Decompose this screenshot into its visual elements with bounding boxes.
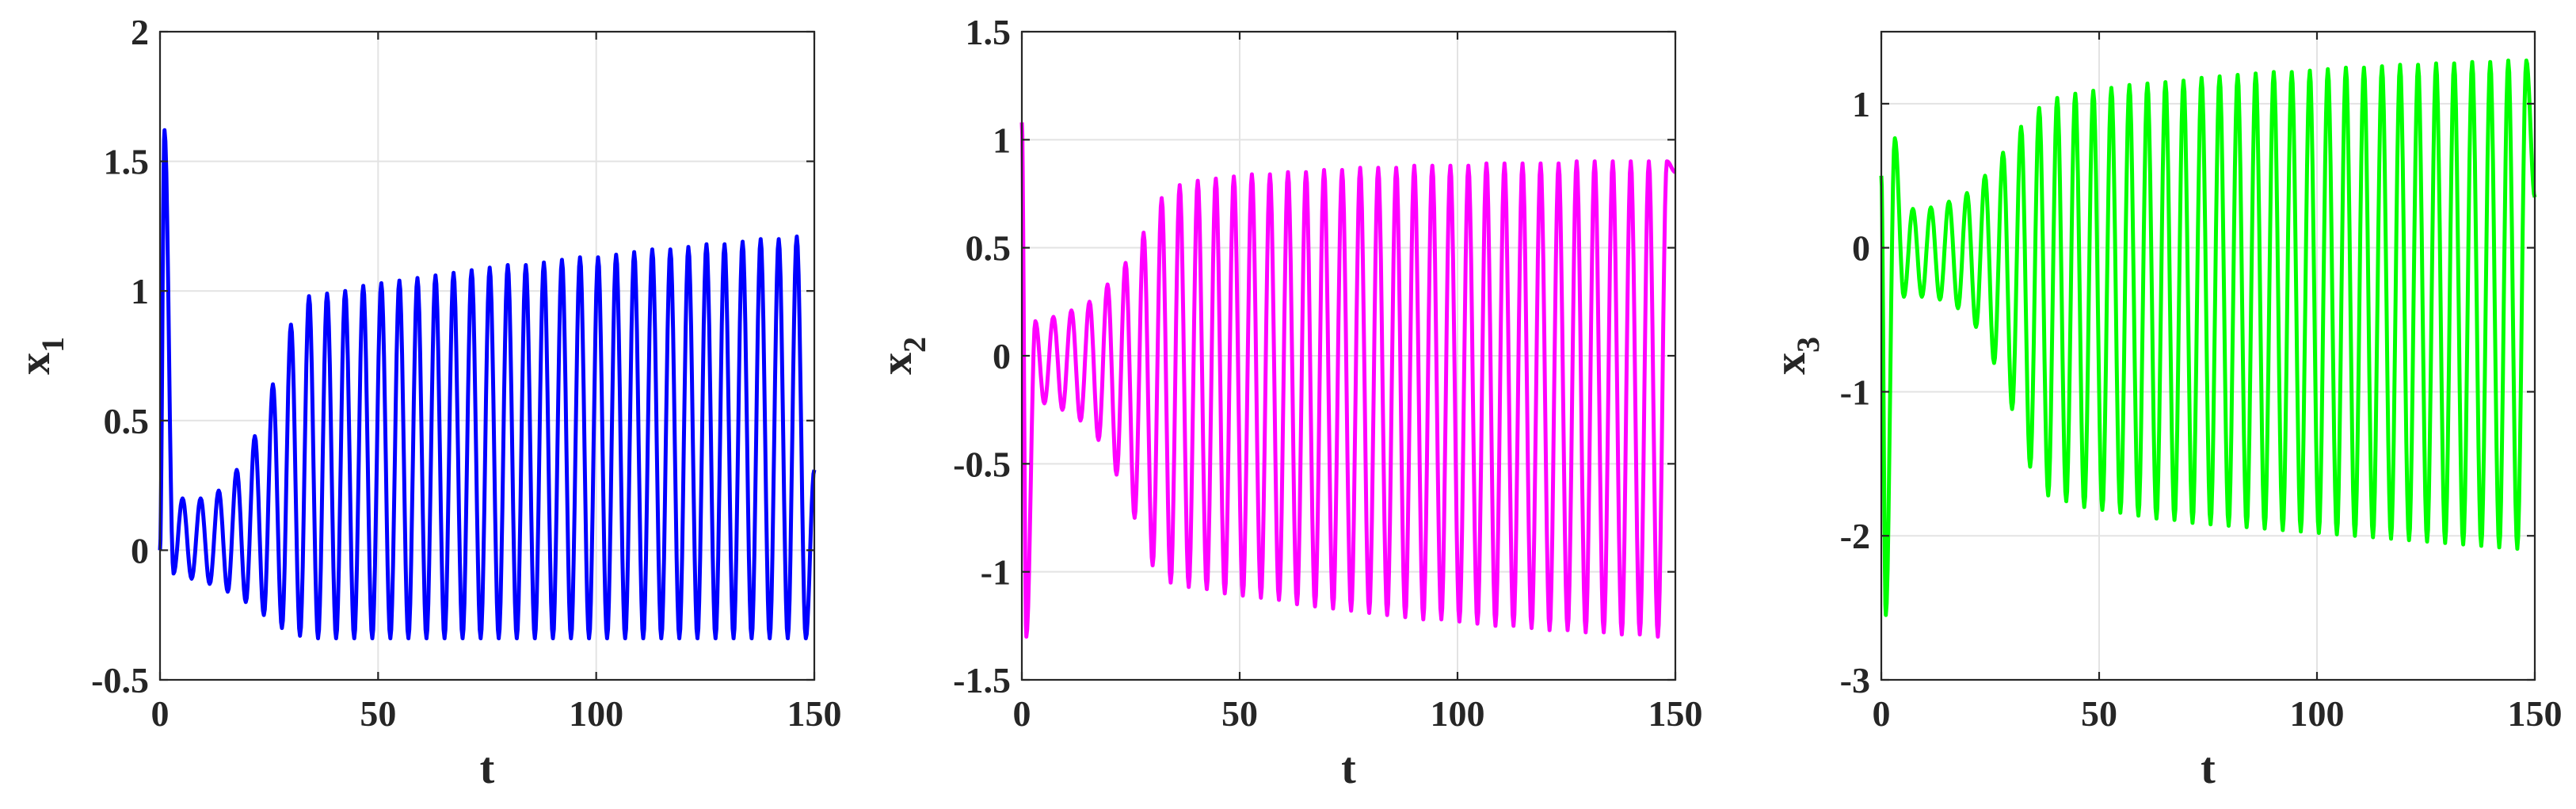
series-line-x3 (1879, 58, 2537, 617)
y-tick-label: 1 (993, 120, 1011, 160)
y-tick-label: 0.5 (104, 401, 150, 441)
y-axis-label: x1 (10, 337, 70, 375)
x-tick-label: 100 (569, 693, 623, 734)
y-tick-label: -1.5 (953, 660, 1011, 700)
y-tick-label: -0.5 (91, 660, 149, 700)
y-tick-label: -0.5 (953, 444, 1011, 484)
x-tick-label: 0 (1873, 693, 1891, 734)
y-tick-label: -1 (1840, 372, 1870, 412)
series-line-x2 (1019, 122, 1677, 639)
y-tick-label: 1 (131, 271, 149, 311)
x-axis-label: t (2201, 744, 2216, 793)
plot-frame (158, 30, 816, 681)
x-tick-label: 50 (360, 693, 396, 734)
x-axis-label: t (1341, 744, 1356, 793)
x-tick-label: 50 (1221, 693, 1258, 734)
y-tick-label: -1 (981, 552, 1011, 593)
x-tick-label: 150 (2508, 693, 2563, 734)
chart-panel-3: 0 50 100 150 -3 -2 -1 0 1 t x3 (1766, 30, 2563, 793)
x-tick-label: 100 (1431, 693, 1485, 734)
y-tick-label: -3 (1840, 660, 1870, 700)
y-tick-label: 2 (131, 12, 149, 52)
x-tick-label: 150 (1648, 693, 1703, 734)
x-tick-label: 0 (151, 693, 170, 734)
y-tick-label: 1.5 (104, 142, 150, 182)
y-tick-label: 1.5 (966, 12, 1012, 52)
x-tick-label: 150 (787, 693, 842, 734)
series-line-x1 (158, 128, 817, 641)
y-tick-label: 0.5 (966, 228, 1012, 269)
y-axis-label: x2 (872, 337, 932, 375)
chart-panel-2: 0 50 100 150 -1.5 -1 -0.5 0 0.5 1 1.5 t x2 (872, 12, 1703, 793)
x-tick-label: 0 (1013, 693, 1031, 734)
y-tick-label: 0 (993, 336, 1011, 376)
x-tick-label: 100 (2290, 693, 2345, 734)
y-tick-label: -2 (1840, 516, 1870, 556)
y-tick-label: 0 (131, 530, 149, 570)
y-tick-label: 1 (1852, 84, 1870, 124)
plot-frame (1880, 30, 2536, 681)
x-tick-label: 50 (2081, 693, 2117, 734)
y-axis-label: x3 (1766, 337, 1826, 375)
x-axis-label: t (480, 744, 495, 793)
y-tick-label: 0 (1852, 228, 1870, 269)
